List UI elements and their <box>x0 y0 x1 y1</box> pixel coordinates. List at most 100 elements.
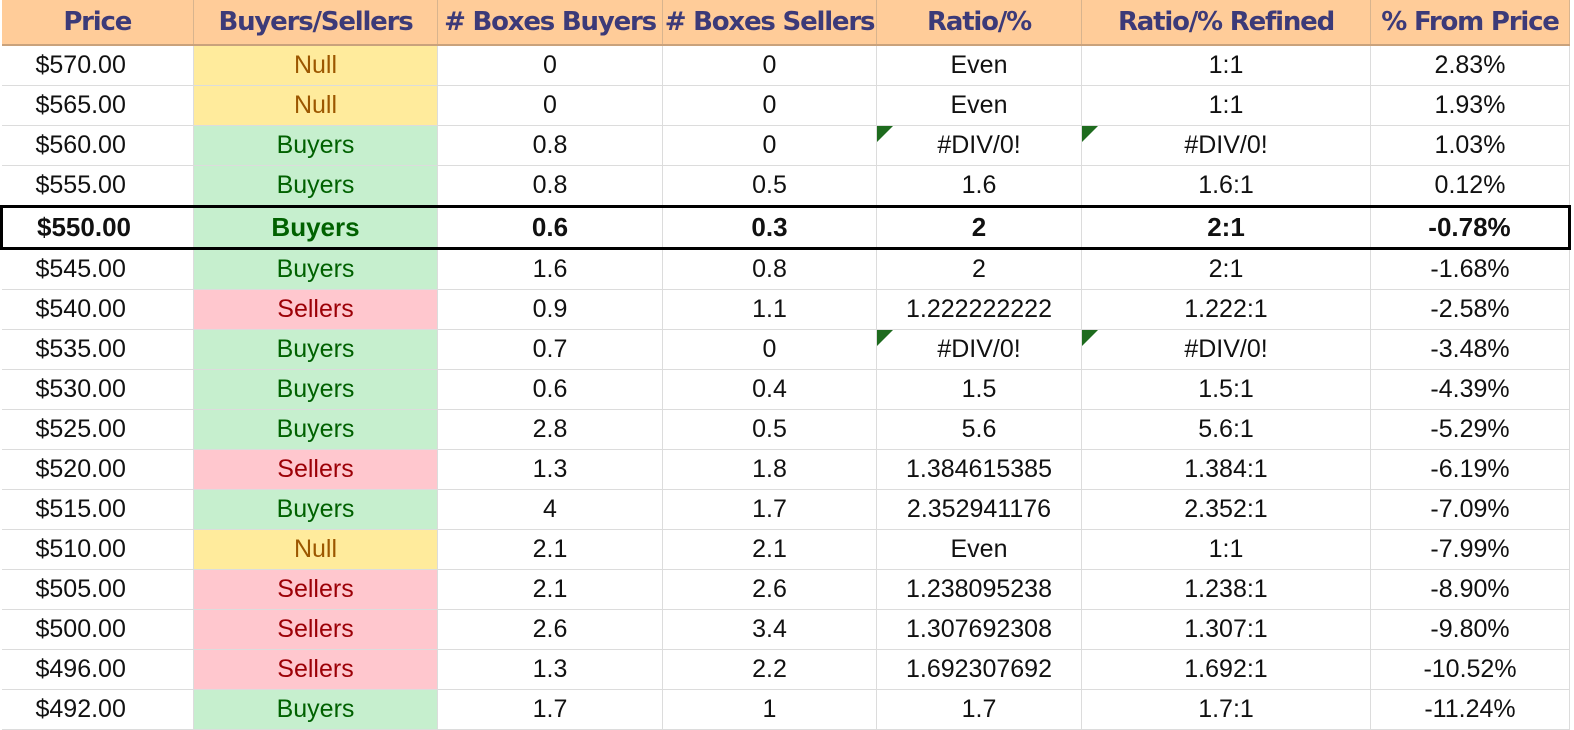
ratio-cell[interactable]: 2 <box>876 248 1082 290</box>
boxes-buyers-cell[interactable]: 0.8 <box>437 125 663 166</box>
ratio-refined-cell[interactable]: 1.222:1 <box>1081 289 1371 330</box>
price-cell[interactable]: $570.00 <box>1 45 194 86</box>
price-cell[interactable]: $535.00 <box>1 329 194 370</box>
price-cell[interactable]: $515.00 <box>1 489 194 530</box>
ratio-refined-cell[interactable]: 2.352:1 <box>1081 489 1371 530</box>
header-ratio[interactable]: Ratio/% <box>876 0 1082 46</box>
price-cell[interactable]: $496.00 <box>1 649 194 690</box>
boxes-sellers-cell[interactable]: 1.7 <box>662 489 877 530</box>
from-price-cell[interactable]: -3.48% <box>1370 329 1570 370</box>
price-cell[interactable]: $520.00 <box>1 449 194 490</box>
ratio-refined-cell[interactable]: 1.692:1 <box>1081 649 1371 690</box>
buyers-sellers-cell[interactable]: Buyers <box>193 165 438 207</box>
from-price-cell[interactable]: -0.78% <box>1370 205 1571 250</box>
price-cell[interactable]: $492.00 <box>1 689 194 730</box>
ratio-cell[interactable]: 1.6 <box>876 165 1082 207</box>
buyers-sellers-cell[interactable]: Null <box>193 85 438 126</box>
header-from-price[interactable]: % From Price <box>1370 0 1570 46</box>
ratio-refined-cell[interactable]: 1:1 <box>1081 85 1371 126</box>
price-cell[interactable]: $550.00 <box>0 205 194 250</box>
boxes-buyers-cell[interactable]: 1.7 <box>437 689 663 730</box>
boxes-buyers-cell[interactable]: 0.6 <box>437 205 663 250</box>
ratio-cell[interactable]: #DIV/0! <box>876 125 1082 166</box>
from-price-cell[interactable]: -9.80% <box>1370 609 1570 650</box>
from-price-cell[interactable]: 1.03% <box>1370 125 1570 166</box>
ratio-refined-cell[interactable]: 2:1 <box>1081 248 1371 290</box>
ratio-cell[interactable]: 1.222222222 <box>876 289 1082 330</box>
boxes-buyers-cell[interactable]: 0.7 <box>437 329 663 370</box>
from-price-cell[interactable]: -7.99% <box>1370 529 1570 570</box>
boxes-buyers-cell[interactable]: 2.8 <box>437 409 663 450</box>
boxes-buyers-cell[interactable]: 1.6 <box>437 248 663 290</box>
boxes-sellers-cell[interactable]: 2.1 <box>662 529 877 570</box>
boxes-buyers-cell[interactable]: 0.8 <box>437 165 663 207</box>
boxes-buyers-cell[interactable]: 0.6 <box>437 369 663 410</box>
price-cell[interactable]: $555.00 <box>1 165 194 207</box>
header-boxes-buyers[interactable]: # Boxes Buyers <box>437 0 663 46</box>
boxes-sellers-cell[interactable]: 0 <box>662 125 877 166</box>
ratio-refined-cell[interactable]: 1.7:1 <box>1081 689 1371 730</box>
from-price-cell[interactable]: -11.24% <box>1370 689 1570 730</box>
price-cell[interactable]: $510.00 <box>1 529 194 570</box>
boxes-sellers-cell[interactable]: 2.6 <box>662 569 877 610</box>
from-price-cell[interactable]: -2.58% <box>1370 289 1570 330</box>
boxes-sellers-cell[interactable]: 0.3 <box>662 205 877 250</box>
buyers-sellers-cell[interactable]: Sellers <box>193 449 438 490</box>
boxes-buyers-cell[interactable]: 1.3 <box>437 449 663 490</box>
buyers-sellers-cell[interactable]: Buyers <box>193 205 438 250</box>
price-cell[interactable]: $565.00 <box>1 85 194 126</box>
boxes-buyers-cell[interactable]: 2.1 <box>437 529 663 570</box>
ratio-cell[interactable]: Even <box>876 529 1082 570</box>
header-price[interactable]: Price <box>1 0 194 46</box>
ratio-refined-cell[interactable]: 1.384:1 <box>1081 449 1371 490</box>
ratio-refined-cell[interactable]: 1.307:1 <box>1081 609 1371 650</box>
buyers-sellers-cell[interactable]: Sellers <box>193 649 438 690</box>
price-cell[interactable]: $530.00 <box>1 369 194 410</box>
boxes-buyers-cell[interactable]: 2.6 <box>437 609 663 650</box>
from-price-cell[interactable]: -10.52% <box>1370 649 1570 690</box>
from-price-cell[interactable]: -5.29% <box>1370 409 1570 450</box>
buyers-sellers-cell[interactable]: Buyers <box>193 489 438 530</box>
buyers-sellers-cell[interactable]: Sellers <box>193 609 438 650</box>
ratio-refined-cell[interactable]: 5.6:1 <box>1081 409 1371 450</box>
header-boxes-sellers[interactable]: # Boxes Sellers <box>662 0 877 46</box>
ratio-cell[interactable]: #DIV/0! <box>876 329 1082 370</box>
ratio-cell[interactable]: 1.692307692 <box>876 649 1082 690</box>
buyers-sellers-cell[interactable]: Buyers <box>193 248 438 290</box>
boxes-buyers-cell[interactable]: 0 <box>437 85 663 126</box>
boxes-buyers-cell[interactable]: 0 <box>437 45 663 86</box>
ratio-cell[interactable]: 2 <box>876 205 1082 250</box>
boxes-sellers-cell[interactable]: 0.5 <box>662 165 877 207</box>
buyers-sellers-cell[interactable]: Sellers <box>193 289 438 330</box>
boxes-buyers-cell[interactable]: 0.9 <box>437 289 663 330</box>
boxes-sellers-cell[interactable]: 1.8 <box>662 449 877 490</box>
ratio-cell[interactable]: 5.6 <box>876 409 1082 450</box>
from-price-cell[interactable]: 2.83% <box>1370 45 1570 86</box>
ratio-refined-cell[interactable]: 1.5:1 <box>1081 369 1371 410</box>
ratio-refined-cell[interactable]: 1.6:1 <box>1081 165 1371 207</box>
ratio-cell[interactable]: Even <box>876 85 1082 126</box>
boxes-sellers-cell[interactable]: 0 <box>662 85 877 126</box>
buyers-sellers-cell[interactable]: Buyers <box>193 689 438 730</box>
from-price-cell[interactable]: -6.19% <box>1370 449 1570 490</box>
boxes-sellers-cell[interactable]: 1.1 <box>662 289 877 330</box>
boxes-sellers-cell[interactable]: 0 <box>662 329 877 370</box>
boxes-sellers-cell[interactable]: 3.4 <box>662 609 877 650</box>
price-cell[interactable]: $560.00 <box>1 125 194 166</box>
buyers-sellers-cell[interactable]: Null <box>193 529 438 570</box>
ratio-cell[interactable]: 2.352941176 <box>876 489 1082 530</box>
boxes-buyers-cell[interactable]: 2.1 <box>437 569 663 610</box>
buyers-sellers-cell[interactable]: Buyers <box>193 329 438 370</box>
buyers-sellers-cell[interactable]: Buyers <box>193 369 438 410</box>
ratio-cell[interactable]: 1.7 <box>876 689 1082 730</box>
from-price-cell[interactable]: -4.39% <box>1370 369 1570 410</box>
from-price-cell[interactable]: -1.68% <box>1370 248 1570 290</box>
buyers-sellers-cell[interactable]: Buyers <box>193 409 438 450</box>
from-price-cell[interactable]: -8.90% <box>1370 569 1570 610</box>
ratio-refined-cell[interactable]: 2:1 <box>1081 205 1371 250</box>
from-price-cell[interactable]: -7.09% <box>1370 489 1570 530</box>
price-cell[interactable]: $505.00 <box>1 569 194 610</box>
ratio-refined-cell[interactable]: #DIV/0! <box>1081 125 1371 166</box>
header-ratio-refined[interactable]: Ratio/% Refined <box>1081 0 1371 46</box>
boxes-sellers-cell[interactable]: 0.8 <box>662 248 877 290</box>
